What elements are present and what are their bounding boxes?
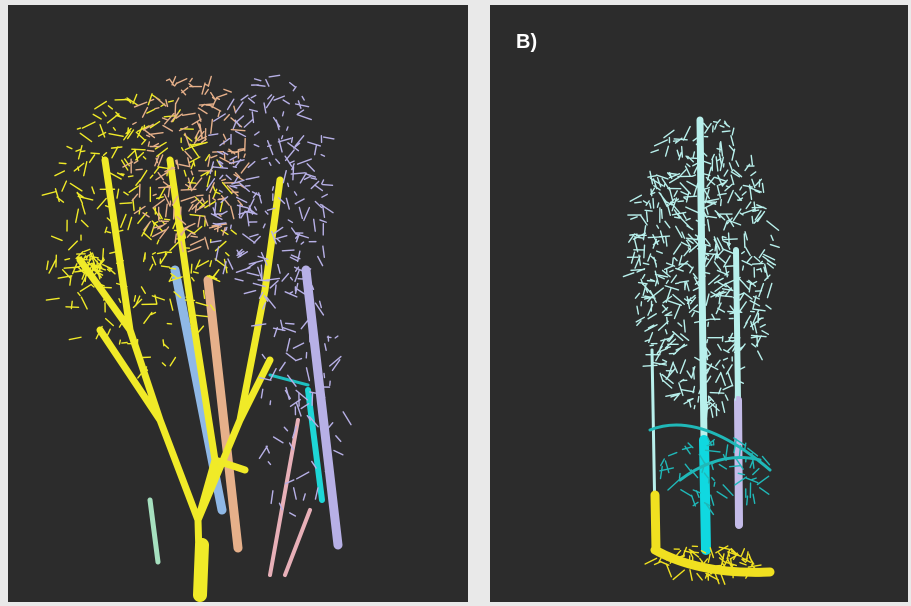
- point-cluster: [82, 151, 85, 152]
- cyan-trunk: [704, 440, 706, 550]
- point-cluster: [644, 245, 645, 257]
- point-cluster: [323, 434, 324, 438]
- point-cluster: [724, 239, 737, 240]
- point-cluster: [752, 263, 763, 264]
- point-cluster: [716, 405, 717, 416]
- point-cluster: [730, 466, 741, 467]
- point-cluster: [714, 122, 717, 123]
- point-cluster: [678, 201, 683, 202]
- point-cluster: [682, 147, 683, 158]
- point-cluster: [282, 136, 283, 139]
- point-cluster: [631, 269, 644, 270]
- point-cluster: [191, 236, 197, 237]
- point-cluster: [132, 149, 145, 150]
- point-cluster: [77, 128, 80, 129]
- point-cluster: [675, 217, 680, 218]
- point-cloud-figure: B): [0, 0, 911, 606]
- point-cluster: [240, 205, 241, 218]
- point-cluster: [673, 258, 674, 265]
- point-cluster: [159, 187, 170, 188]
- point-cluster: [186, 296, 189, 297]
- point-cluster: [648, 237, 663, 238]
- point-cluster: [163, 340, 164, 346]
- point-cluster: [128, 176, 132, 177]
- point-cluster: [107, 232, 111, 233]
- point-cluster: [283, 112, 284, 116]
- point-cluster: [122, 342, 127, 343]
- point-cluster: [721, 200, 722, 206]
- point-cluster: [147, 150, 153, 151]
- point-cluster: [181, 189, 196, 190]
- point-cluster: [653, 199, 654, 208]
- point-cluster: [165, 219, 170, 220]
- panel-label: B): [516, 31, 537, 53]
- point-cluster: [747, 496, 748, 505]
- point-cluster: [714, 482, 715, 486]
- point-cluster: [689, 556, 690, 567]
- point-cluster: [78, 167, 79, 170]
- yellow-base: [200, 545, 202, 595]
- point-cluster: [704, 287, 705, 299]
- point-cluster: [715, 244, 716, 251]
- point-cluster: [240, 149, 245, 150]
- point-cluster: [708, 322, 709, 326]
- point-cluster: [709, 478, 710, 483]
- point-cluster: [728, 312, 742, 313]
- point-cluster: [752, 217, 753, 224]
- point-cluster: [679, 474, 680, 479]
- point-cluster: [647, 212, 648, 222]
- point-cluster: [703, 260, 704, 263]
- point-cluster: [231, 225, 232, 228]
- point-cluster: [725, 266, 734, 267]
- figure: B): [0, 0, 911, 606]
- point-cluster: [645, 210, 652, 211]
- point-cluster: [175, 103, 176, 117]
- point-cluster: [71, 301, 72, 308]
- point-cluster: [170, 268, 176, 269]
- point-cluster: [91, 153, 99, 154]
- point-cluster: [323, 185, 333, 186]
- pale-trunk-2: [736, 250, 738, 400]
- point-cluster: [273, 187, 274, 190]
- point-cluster: [286, 323, 294, 324]
- point-cluster: [643, 365, 657, 366]
- point-cluster: [298, 279, 311, 280]
- point-cluster: [722, 237, 723, 240]
- point-cluster: [233, 167, 236, 168]
- point-cluster: [684, 196, 697, 197]
- point-cluster: [635, 202, 641, 203]
- point-cluster: [197, 195, 203, 196]
- point-cluster: [707, 340, 708, 343]
- point-cluster: [743, 266, 744, 270]
- point-cluster: [698, 397, 699, 402]
- point-cluster: [705, 258, 708, 259]
- point-cluster: [710, 393, 724, 394]
- point-cluster: [288, 183, 289, 186]
- point-cluster: [176, 161, 177, 164]
- point-cluster: [722, 131, 730, 132]
- point-cluster: [292, 138, 293, 143]
- point-cluster: [184, 234, 185, 237]
- point-cluster: [661, 210, 662, 219]
- point-cluster: [174, 230, 182, 231]
- point-cluster: [630, 234, 637, 235]
- point-cluster: [191, 264, 192, 273]
- point-cluster: [120, 340, 121, 344]
- point-cluster: [667, 347, 670, 348]
- point-cluster: [59, 163, 66, 164]
- point-cluster: [757, 269, 760, 270]
- point-cluster: [120, 203, 131, 204]
- point-cluster: [694, 406, 695, 409]
- point-cluster: [282, 250, 294, 251]
- point-cluster: [155, 108, 159, 109]
- point-cluster: [744, 234, 745, 247]
